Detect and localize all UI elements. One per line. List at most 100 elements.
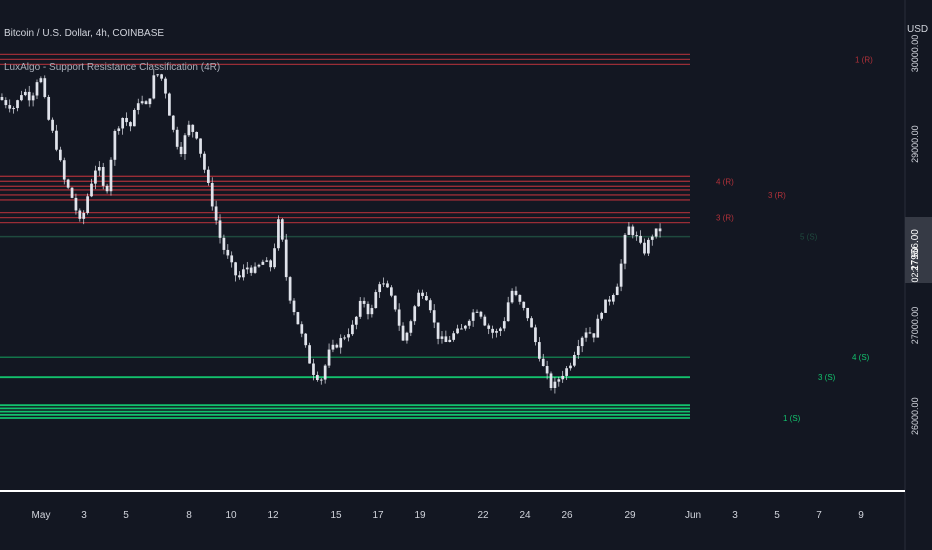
candle-body: [47, 96, 51, 120]
candle-body: [506, 302, 510, 322]
candle-body: [261, 261, 265, 265]
candle-body: [288, 277, 292, 301]
candle-body: [292, 300, 296, 313]
candle-body: [101, 166, 105, 186]
candle-body: [432, 310, 436, 323]
candle-body: [226, 249, 230, 256]
time-tick-label: 22: [477, 510, 489, 521]
candle-body: [171, 115, 175, 130]
candle-body: [631, 226, 635, 236]
candle-body: [526, 307, 530, 319]
candle-body: [565, 368, 568, 376]
time-tick-label: 9: [858, 510, 864, 521]
candle-body: [23, 91, 27, 96]
candle-body: [386, 283, 389, 288]
countdown-label: 02:17:50: [910, 247, 920, 282]
candle-body: [358, 300, 362, 317]
candle-body: [483, 316, 487, 326]
candle-body: [382, 283, 385, 285]
candle-body: [561, 375, 565, 380]
candle-body: [203, 153, 206, 170]
candle-body: [35, 82, 39, 96]
current-price-label: 27956.00: [910, 229, 921, 271]
candle-body: [518, 294, 522, 302]
candle-body: [425, 295, 428, 301]
candle-body: [635, 235, 639, 237]
candle-body: [487, 325, 491, 329]
candle-body: [643, 242, 646, 254]
time-tick-label: 3: [732, 510, 738, 521]
candle-body: [514, 290, 518, 295]
candle-body: [545, 366, 549, 374]
candle-body: [389, 287, 393, 296]
candle-body: [312, 363, 315, 375]
time-axis[interactable]: May 3 5 8 10 12 15 17 19 22 24 26 29 Jun 3 5 7 9: [0, 490, 905, 521]
candle-body: [4, 100, 8, 106]
candle-body: [499, 328, 502, 332]
candle-body: [105, 185, 109, 192]
candle-body: [273, 248, 276, 268]
candle-body: [234, 262, 237, 276]
candle-body: [541, 358, 545, 367]
time-tick-label: 26: [561, 510, 573, 521]
candle-body: [0, 96, 4, 101]
candle-body: [113, 131, 117, 160]
candle-body: [183, 135, 187, 155]
candle-body: [534, 327, 537, 343]
candle-body: [600, 312, 604, 319]
candle-body: [269, 260, 273, 268]
candle-body: [152, 75, 156, 99]
candle-body: [16, 100, 19, 109]
price-tick-label: 27000.00: [910, 307, 920, 345]
price-axis[interactable]: USD 30000.00 29000.00 27000.00 26000.00 279…: [904, 0, 932, 550]
candle-body: [280, 219, 284, 240]
candle-body: [370, 308, 374, 315]
candle-body: [86, 196, 89, 213]
candle-body: [27, 91, 31, 101]
candle-body: [366, 303, 370, 315]
indicator-legend[interactable]: LuxAlgo - Support Resistance Classificat…: [4, 62, 221, 73]
candle-body: [323, 365, 327, 380]
candle-body: [510, 290, 514, 303]
candle-body: [448, 339, 452, 343]
candle-body: [90, 183, 93, 197]
candle-body: [70, 187, 74, 198]
support-zone-label: 3 (S): [818, 373, 836, 382]
candle-body: [148, 98, 152, 105]
candle-body: [417, 292, 420, 307]
time-tick-label: 10: [225, 510, 237, 521]
candle-body: [191, 124, 195, 132]
candle-body: [580, 337, 584, 347]
candle-body: [456, 328, 459, 334]
candle-body: [74, 197, 78, 211]
candle-body: [265, 260, 269, 262]
candle-body: [125, 117, 128, 123]
candle-body: [557, 379, 561, 382]
price-tick-label: 30000.00: [910, 35, 920, 73]
candle-body: [257, 264, 261, 267]
time-tick-label: 24: [519, 510, 531, 521]
candle-body: [132, 109, 136, 127]
candle-body: [460, 328, 463, 330]
time-tick-label: Jun: [685, 510, 701, 521]
candle-body: [179, 146, 183, 155]
candle-body: [160, 74, 163, 79]
candle-body: [300, 324, 304, 334]
candle-body: [339, 338, 343, 348]
candle-body: [218, 220, 222, 238]
candle-body: [121, 117, 125, 129]
time-tick-label: 7: [816, 510, 822, 521]
candle-body: [475, 311, 479, 313]
candle-body: [51, 119, 54, 131]
resistance-zone-label: 3 (R): [768, 191, 786, 200]
candle-body: [502, 321, 506, 329]
price-tick-labels: 30000.00 29000.00 27000.00 26000.00: [910, 35, 920, 435]
candle-body: [530, 318, 533, 328]
candle-body: [316, 374, 319, 381]
symbol-legend[interactable]: Bitcoin / U.S. Dollar, 4h, COINBASE: [4, 28, 165, 39]
candle-body: [393, 295, 397, 310]
candle-body: [238, 275, 241, 278]
candle-body: [195, 131, 199, 139]
candle-body: [495, 331, 498, 333]
